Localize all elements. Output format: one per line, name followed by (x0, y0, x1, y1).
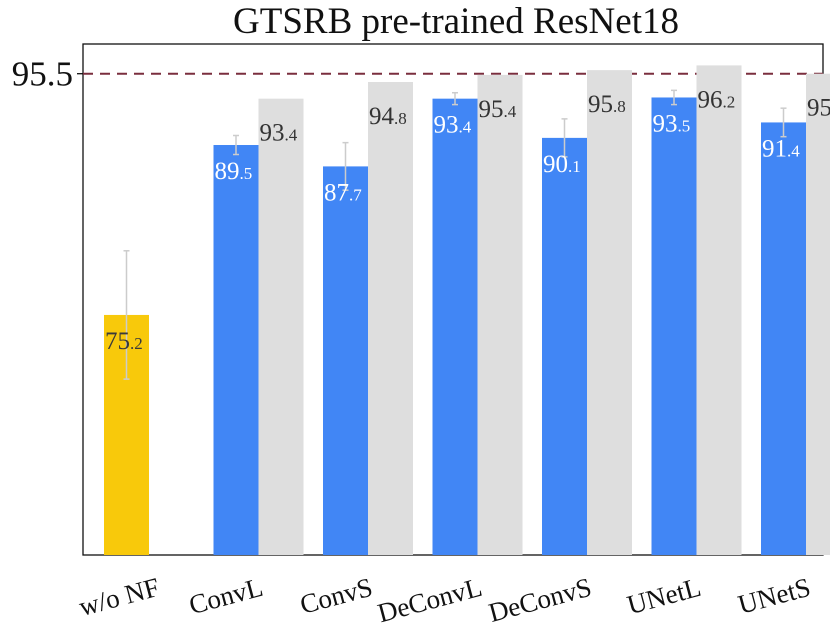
value-label-secondary-unetl: 96.2 (698, 86, 736, 113)
error-bars-group (123, 89, 787, 380)
value-label-secondary-convl: 93.4 (260, 120, 298, 147)
x-tick-label-convs: ConvS (297, 572, 376, 620)
bar-primary-convs (323, 166, 368, 555)
bar-secondary-unetl (696, 65, 742, 556)
value-label-secondary-deconvl: 95.4 (479, 96, 517, 123)
bar-secondary-convs (368, 82, 413, 556)
x-tick-label-unetl: UNetL (624, 572, 704, 620)
y-axis: 95.5 (12, 55, 83, 94)
x-tick-label-unets: UNetS (735, 572, 814, 620)
bar-primary-deconvl (432, 98, 478, 556)
chart-title: GTSRB pre-trained ResNet18 (233, 1, 679, 42)
x-tick-label-deconvl: DeConvL (374, 572, 485, 629)
value-label-primary-unets: 91.4 (762, 135, 800, 162)
value-label-secondary-deconvs: 95.8 (588, 91, 626, 118)
value-label-secondary-convs: 94.8 (369, 103, 407, 130)
bars-group (104, 65, 830, 556)
bar-primary-deconvs (542, 137, 587, 555)
value-label-primary-unetl: 93.5 (653, 110, 691, 137)
x-tick-label-deconvs: DeConvS (485, 572, 594, 628)
value-label-primary-w-o-nf: 75.2 (105, 328, 143, 355)
bar-primary-convl (213, 145, 259, 555)
bar-primary-unets (761, 122, 806, 555)
y-tick-label: 95.5 (12, 55, 73, 94)
bar-secondary-convl (258, 98, 304, 556)
bar-secondary-deconvl (477, 74, 523, 555)
value-label-primary-convs: 87.7 (324, 179, 362, 206)
value-label-primary-deconvs: 90.1 (543, 151, 581, 178)
value-label-primary-deconvl: 93.4 (434, 112, 472, 139)
value-label-primary-convl: 89.5 (215, 158, 253, 185)
bar-secondary-deconvs (587, 70, 632, 555)
x-tick-label-convl: ConvL (186, 572, 266, 620)
bar-primary-unetl (651, 97, 697, 555)
bar-secondary-unets (806, 73, 830, 556)
x-tick-label-w-o-nf: w/o NF (76, 572, 163, 622)
value-labels-group: 75.2 89.5 93.4 87.7 94.8 93.4 95.4 90.1 95.8 93.5… (105, 86, 830, 355)
value-label-secondary-unets: 95.5 (807, 95, 830, 122)
